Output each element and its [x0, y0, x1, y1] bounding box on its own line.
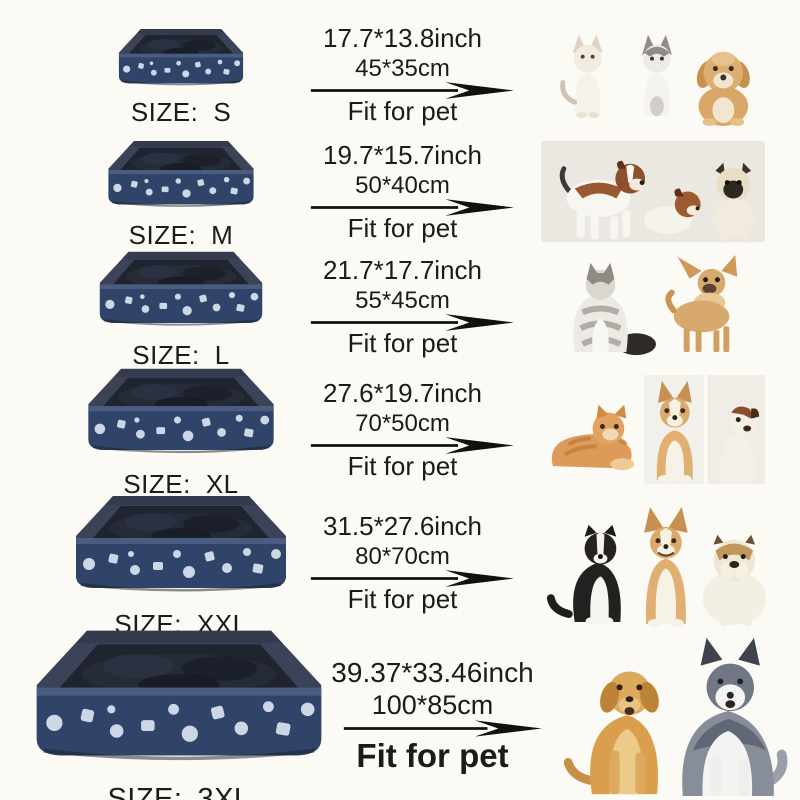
fit-for-pet-label-m: Fit for pet — [347, 213, 458, 243]
corgi-icon — [643, 506, 688, 627]
crouching-puppy-icon — [643, 188, 701, 234]
size-label-xl: SIZE: XL — [123, 469, 239, 499]
dimensions-cm-l: 55*45cm — [355, 287, 450, 314]
dimensions-cm-3xl: 100*85cm — [371, 690, 494, 720]
jack-russell-puppy-icon — [559, 160, 645, 239]
dimensions-inch-l: 21.7*17.7inch — [322, 255, 483, 285]
size-row-l: SIZE: L 21.7*17.7inch 55*45cm Fit for pet — [0, 248, 800, 370]
size-label-m: SIZE: M — [128, 219, 234, 250]
pets-photo-xl — [551, 374, 765, 485]
pug-puppy-icon — [711, 162, 754, 243]
corgi-puppy-icon — [656, 380, 693, 484]
tan-puppy-icon — [696, 51, 750, 127]
fit-for-pet-label-3xl: Fit for pet — [356, 737, 509, 774]
right-arrow-icon — [342, 720, 542, 737]
husky-icon — [681, 637, 787, 797]
dimensions-inch-3xl: 39.37*33.46inch — [331, 657, 534, 688]
bulldog-icon — [702, 534, 766, 626]
dimensions-inch-xxl: 31.5*27.6inch — [322, 511, 483, 541]
chihuahua-icon — [664, 254, 737, 352]
gray-kitten-icon — [641, 34, 672, 117]
pets-photo-xxl — [546, 506, 766, 627]
dimensions-cm-xl: 70*50cm — [355, 410, 450, 437]
pet-bed-image-m — [105, 134, 257, 217]
pets-photo-s — [559, 34, 750, 127]
border-collie-icon — [546, 524, 621, 625]
size-label-s: SIZE: S — [130, 96, 232, 127]
pet-bed-image-xl — [84, 360, 278, 466]
size-row-xxl: SIZE: XXL 31.5*27.6inch 80*70cm Fit for p… — [0, 494, 800, 639]
golden-retriever-icon — [563, 671, 659, 795]
pet-bed-image-3xl — [30, 617, 328, 780]
fit-for-pet-label-l: Fit for pet — [347, 328, 458, 358]
fit-for-pet-label-xl: Fit for pet — [347, 451, 458, 481]
dimensions-cm-m: 50*40cm — [355, 172, 450, 199]
cream-kitten-icon — [559, 34, 602, 119]
size-label-l: SIZE: L — [132, 339, 230, 370]
size-row-m: SIZE: M 19.7*15.7inch 50*40cm Fit for pet — [0, 134, 800, 250]
pet-bed-image-s — [116, 23, 246, 94]
size-row-s: SIZE: S 17.7*13.8inch 45*35cm Fit for pet — [0, 14, 800, 136]
pet-bed-image-xxl — [71, 486, 291, 606]
pets-photo-m — [540, 140, 765, 243]
longhair-cat-icon — [572, 262, 656, 355]
fit-for-pet-label-s: Fit for pet — [347, 96, 458, 126]
dimensions-cm-s: 45*35cm — [355, 55, 450, 82]
size-label-3xl: SIZE: 3XL — [107, 782, 251, 800]
orange-tabby-cat-icon — [551, 404, 634, 471]
fit-for-pet-label-xxl: Fit for pet — [347, 584, 458, 614]
size-row-3xl: SIZE: 3XL 39.37*33.46inch 100*85cm Fit fo… — [0, 632, 800, 800]
pets-photo-l — [572, 254, 737, 355]
dimensions-inch-m: 19.7*15.7inch — [322, 140, 483, 170]
pet-bed-image-l — [96, 244, 266, 337]
dimensions-inch-xl: 27.6*19.7inch — [322, 378, 483, 408]
dimensions-inch-s: 17.7*13.8inch — [322, 23, 483, 53]
jack-russell-icon — [720, 406, 759, 483]
pets-photo-3xl — [563, 637, 787, 797]
size-row-xl: SIZE: XL 27.6*19.7inch 70*50cm Fit for pe… — [0, 366, 800, 499]
dimensions-cm-xxl: 80*70cm — [355, 543, 450, 570]
